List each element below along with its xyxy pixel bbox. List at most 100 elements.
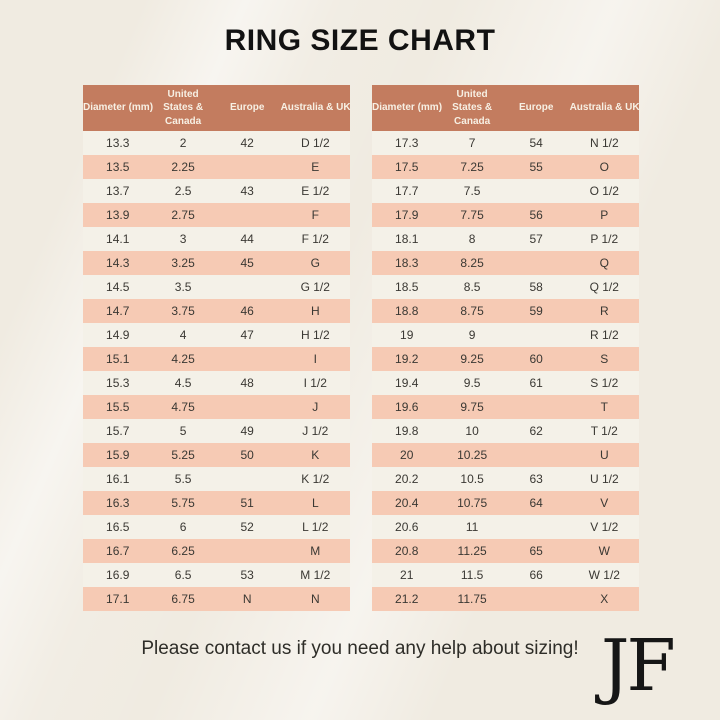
table-cell [503,443,570,467]
table-cell: 58 [529,280,543,294]
table-cell: 61 [529,376,543,390]
table-cell: X [600,592,609,606]
table-cell: 14.5 [106,280,130,294]
table-cell: 56 [529,208,543,222]
table-cell: 13.3 [106,136,130,150]
table-cell: F 1/2 [301,232,329,246]
table-cell: 42 [240,136,254,150]
table-cell: 7.5 [463,184,481,198]
table-row: 13.9 2.75 F [83,203,350,227]
table-row: 14.1 3 44 F 1/2 [83,227,350,251]
table-cell: 5.75 [171,496,195,510]
table-cell: 13.5 [106,160,130,174]
table-cell: 2 [179,136,187,150]
table-cell: L [311,496,319,510]
table-row: 17.9 7.75 56 P [372,203,639,227]
table-cell [214,275,281,299]
table-cell: 11.75 [457,592,487,606]
table-cell: 5 [179,424,187,438]
table-cell: E [311,160,320,174]
table-cell: 7.25 [460,160,484,174]
table-cell: 15.1 [106,352,130,366]
table-cell: 13.9 [106,208,130,222]
table-row: 16.7 6.25 M [83,539,350,563]
table-row: 18.1 8 57 P 1/2 [372,227,639,251]
table-cell: 10.75 [457,496,488,510]
table-cell: E 1/2 [301,184,330,198]
column-header: Europe [502,85,570,131]
table-cell: N 1/2 [589,136,619,150]
table-cell: 47 [240,328,254,342]
table-cell [214,155,281,179]
table-cell: N [310,592,320,606]
table-cell: I 1/2 [303,376,327,390]
table-row: 20.6 11 V 1/2 [372,515,639,539]
column-header: Diameter (mm) [83,85,153,131]
table-cell: 19.2 [395,352,419,366]
table-cell: I [313,352,317,366]
table-cell: 43 [240,184,254,198]
table-row: 15.7 5 49 J 1/2 [83,419,350,443]
table-cell: 16.1 [106,472,130,486]
table-cell: 3.25 [171,256,195,270]
table-cell: S [600,352,609,366]
table-cell: 17.7 [395,184,419,198]
brand-logo-jf: JF [601,624,676,707]
table-cell: K 1/2 [301,472,330,486]
table-cell [503,395,570,419]
table-cell: 44 [240,232,254,246]
table-cell: 17.5 [395,160,419,174]
table-cell: 65 [529,544,543,558]
table-cell: 5.5 [174,472,192,486]
table-cell: 64 [529,496,543,510]
table-cell: O 1/2 [589,184,619,198]
table-row: 13.3 2 42 D 1/2 [83,131,350,155]
table-cell: 59 [529,304,543,318]
table-cell: 8.25 [460,256,484,270]
table-row: 16.9 6.5 53 M 1/2 [83,563,350,587]
table-cell: K [311,448,320,462]
table-cell: W 1/2 [588,568,620,582]
table-cell: 20.2 [395,472,419,486]
tables-row: Diameter (mm) United States & Canada Europ… [83,85,640,611]
table-cell: 9.75 [460,400,484,414]
table-cell: 15.5 [106,400,130,414]
table-row: 17.3 7 54 N 1/2 [372,131,639,155]
table-cell: M 1/2 [300,568,331,582]
table-row: 16.1 5.5 K 1/2 [83,467,350,491]
table-row: 18.3 8.25 Q [372,251,639,275]
table-cell: 54 [529,136,543,150]
table-cell: H [310,304,320,318]
table-cell: 4.25 [171,352,195,366]
table-cell: 9.5 [463,376,481,390]
table-cell [503,251,570,275]
table-cell: 15.9 [106,448,130,462]
footer-note: Please contact us if you need any help a… [141,638,579,659]
table-cell: J [312,400,319,414]
table-cell: J 1/2 [302,424,329,438]
table-cell: 2.75 [171,208,195,222]
table-row: 14.3 3.25 45 G [83,251,350,275]
table-cell: P 1/2 [590,232,619,246]
table-cell [214,203,281,227]
table-cell: 15.7 [106,424,130,438]
table-cell: 2.25 [171,160,195,174]
table-cell: N [242,592,252,606]
table-row: 13.7 2.5 43 E 1/2 [83,179,350,203]
column-header: Australia & UK [280,85,351,131]
table-cell: 18.3 [395,256,419,270]
table-row: 19.8 10 62 T 1/2 [372,419,639,443]
table-cell: 17.9 [395,208,419,222]
table-cell: G [310,256,320,270]
table-row: 20 10.25 U [372,443,639,467]
table-cell: 14.1 [106,232,130,246]
table-cell: 19.6 [395,400,419,414]
table-cell: 10.5 [460,472,484,486]
table-cell: W [598,544,610,558]
table-cell: 6 [179,520,187,534]
table-cell: 55 [529,160,543,174]
table-cell: 20.6 [395,520,419,534]
table-row: 19.6 9.75 T [372,395,639,419]
table-row: 18.8 8.75 59 R [372,299,639,323]
